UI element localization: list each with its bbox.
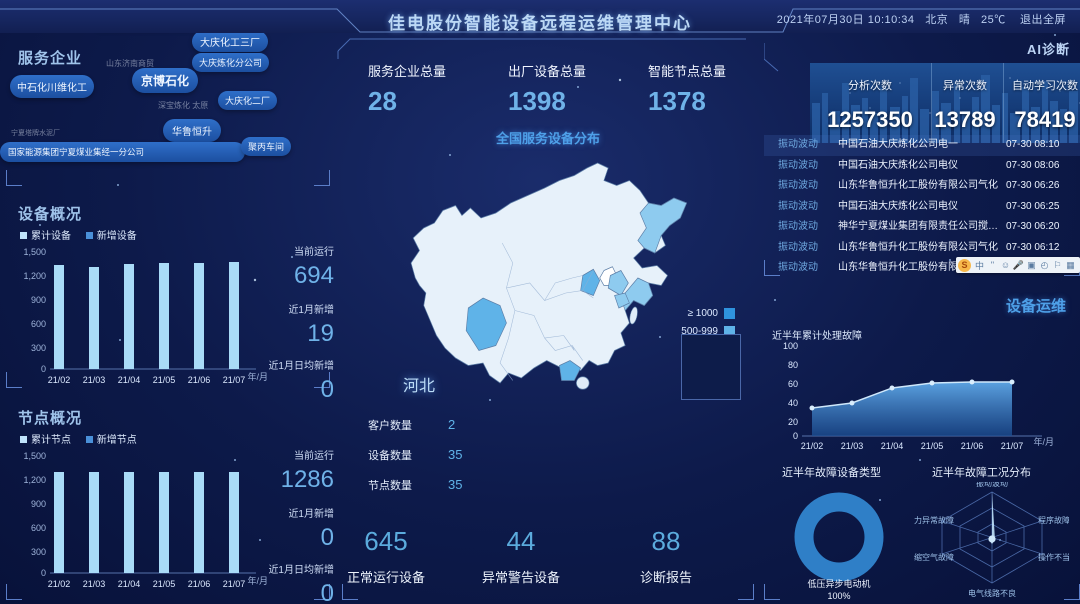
svg-text:1,200: 1,200: [23, 475, 46, 485]
svg-text:年/月: 年/月: [1033, 436, 1054, 447]
svg-text:100: 100: [783, 341, 798, 351]
svg-text:600: 600: [31, 319, 46, 329]
svg-text:300: 300: [31, 343, 46, 353]
svg-text:100%: 100%: [827, 591, 850, 601]
svg-text:900: 900: [31, 295, 46, 305]
svg-text:21/07: 21/07: [223, 579, 246, 589]
svg-text:21/05: 21/05: [153, 375, 176, 385]
svg-text:压力异常故障: 压力异常故障: [914, 515, 954, 525]
svg-text:60: 60: [788, 379, 798, 389]
svg-text:21/07: 21/07: [223, 375, 246, 385]
svg-text:600: 600: [31, 523, 46, 533]
svg-text:电气线路不良: 电气线路不良: [968, 588, 1016, 598]
svg-text:21/06: 21/06: [188, 579, 211, 589]
svg-text:低压异步电动机: 低压异步电动机: [807, 578, 870, 589]
svg-text:21/04: 21/04: [118, 579, 141, 589]
svg-text:振动波动: 振动波动: [976, 482, 1008, 488]
svg-text:300: 300: [31, 547, 46, 557]
svg-text:21/05: 21/05: [153, 579, 176, 589]
svg-text:压缩空气故障: 压缩空气故障: [914, 552, 954, 562]
svg-text:程序故障: 程序故障: [1038, 515, 1069, 525]
svg-text:900: 900: [31, 499, 46, 509]
svg-text:0: 0: [793, 431, 798, 441]
svg-text:0: 0: [41, 364, 46, 374]
svg-text:1,500: 1,500: [23, 451, 46, 461]
svg-text:1,500: 1,500: [23, 247, 46, 257]
svg-text:1,200: 1,200: [23, 271, 46, 281]
svg-text:40: 40: [788, 398, 798, 408]
svg-text:0: 0: [41, 568, 46, 578]
svg-text:20: 20: [788, 417, 798, 427]
svg-text:操作不当: 操作不当: [1038, 552, 1069, 562]
svg-text:21/03: 21/03: [83, 579, 106, 589]
svg-text:≥ 1000: ≥ 1000: [687, 308, 718, 319]
svg-text:21/02: 21/02: [48, 375, 71, 385]
svg-text:21/04: 21/04: [118, 375, 141, 385]
svg-text:21/06: 21/06: [188, 375, 211, 385]
svg-text:21/02: 21/02: [48, 579, 71, 589]
svg-text:21/03: 21/03: [83, 375, 106, 385]
svg-text:80: 80: [788, 360, 798, 370]
